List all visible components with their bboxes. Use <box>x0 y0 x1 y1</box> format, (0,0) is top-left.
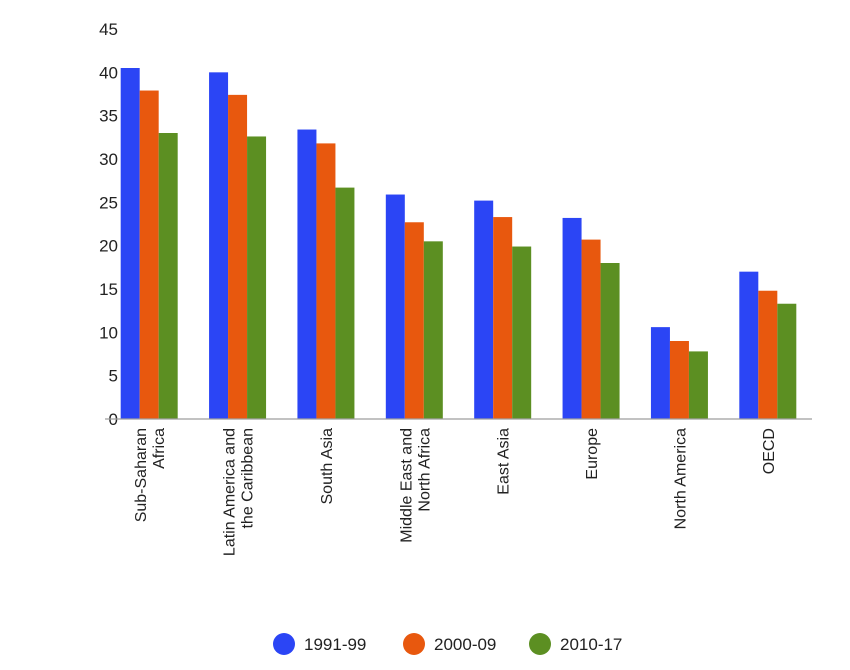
y-tick-label: 20 <box>99 237 118 256</box>
bar-2000-09-4 <box>493 217 513 419</box>
x-tick-label: OECD <box>761 428 778 474</box>
x-tick-label: South Asia <box>319 428 336 505</box>
legend-label: 2000-09 <box>434 635 496 654</box>
bar-2010-17-2 <box>335 187 355 419</box>
y-tick-label: 5 <box>109 367 118 386</box>
bar-2010-17-3 <box>423 241 443 419</box>
bar-2000-09-3 <box>404 222 424 419</box>
bar-2010-17-5 <box>600 263 620 419</box>
bar-1991-99-5 <box>562 217 582 419</box>
bar-1991-99-3 <box>385 194 405 419</box>
x-tick-label: Middle East and <box>398 428 415 543</box>
bar-2010-17-0 <box>158 133 178 419</box>
bar-2010-17-7 <box>777 303 797 419</box>
legend-marker-1991-99 <box>273 633 295 655</box>
bar-2000-09-6 <box>669 341 689 419</box>
y-tick-label: 45 <box>99 20 118 39</box>
y-tick-label: 40 <box>99 63 118 82</box>
x-tick-label: North America <box>672 428 689 529</box>
x-tick-label: the Caribbean <box>240 428 257 529</box>
bar-2000-09-2 <box>316 143 336 419</box>
x-tick-label: East Asia <box>496 428 513 495</box>
bar-2010-17-4 <box>512 246 532 419</box>
bars <box>120 68 797 420</box>
x-tick-label: Africa <box>151 428 168 469</box>
bar-2000-09-1 <box>228 94 248 419</box>
y-tick-label: 35 <box>99 107 118 126</box>
bar-2000-09-0 <box>139 90 159 420</box>
x-tick-label: Europe <box>584 428 601 480</box>
bar-1991-99-0 <box>120 68 140 419</box>
legend: 1991-99 2000-09 2010-17 <box>273 633 622 655</box>
bar-2000-09-5 <box>581 239 601 419</box>
bar-1991-99-1 <box>209 72 229 419</box>
x-axis-labels: Sub-Saharan Africa Latin America and the Ca… <box>133 428 778 556</box>
y-tick-label: 30 <box>99 150 118 169</box>
bar-2000-09-7 <box>758 290 778 419</box>
legend-label: 1991-99 <box>304 635 366 654</box>
y-tick-label: 25 <box>99 193 118 212</box>
legend-label: 2010-17 <box>560 635 622 654</box>
bar-2010-17-6 <box>688 351 708 419</box>
bar-1991-99-6 <box>650 327 670 419</box>
bar-1991-99-2 <box>297 129 317 420</box>
legend-marker-2010-17 <box>529 633 551 655</box>
bar-1991-99-4 <box>474 200 494 419</box>
y-tick-label: 15 <box>99 280 118 299</box>
legend-marker-2000-09 <box>403 633 425 655</box>
bar-2010-17-1 <box>247 136 267 419</box>
bar-1991-99-7 <box>739 271 759 419</box>
x-tick-label: Sub-Saharan <box>133 428 150 522</box>
y-tick-label: 10 <box>99 323 118 342</box>
x-tick-label: Latin America and <box>222 428 239 556</box>
x-tick-label: North Africa <box>416 428 433 512</box>
